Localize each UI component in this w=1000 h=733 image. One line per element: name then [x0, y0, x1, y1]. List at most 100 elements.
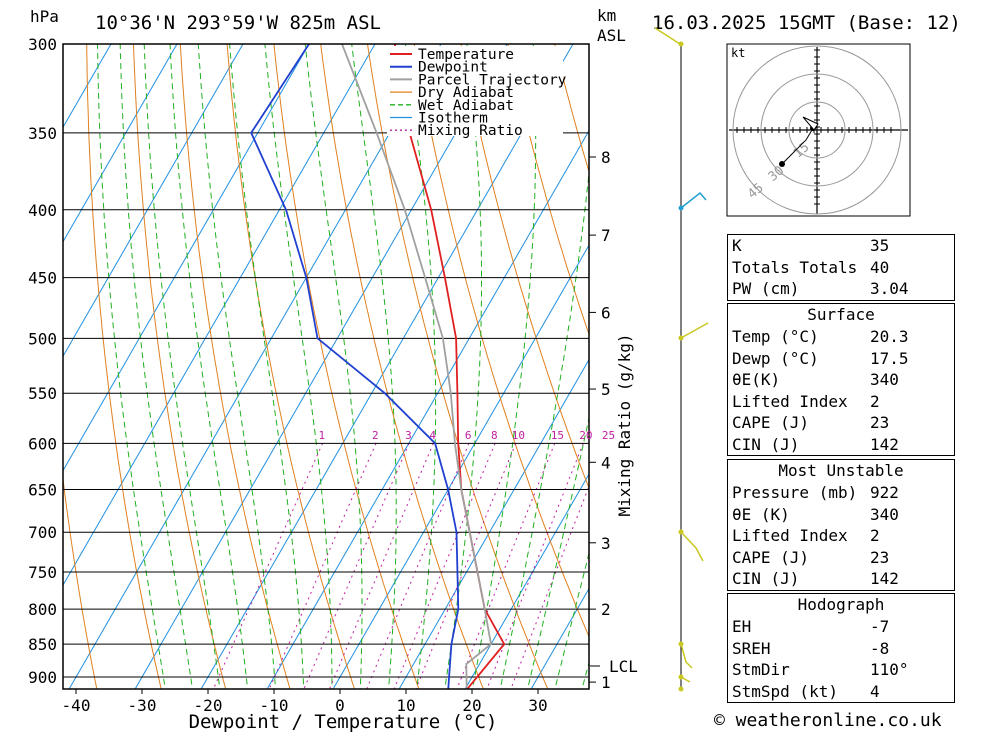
temperature-tick-labels: -40 -30 -20 -10 0 10 20 30: [62, 689, 548, 715]
isotherm-line: [63, 44, 244, 358]
isotherm-line: [266, 129, 589, 689]
pressure-tick-label: 550: [28, 384, 57, 403]
legend-label: Dry Adiabat: [418, 85, 514, 101]
isotherm-line: [134, 44, 508, 689]
mixing-ratio-line: [486, 443, 584, 689]
x-tick-label: -20: [194, 696, 223, 715]
dry-adiabat-line: [976, 44, 1000, 714]
mixing-ratio-label: 25: [602, 429, 615, 442]
isotherm-line: [63, 44, 178, 243]
datetime-title: 16.03.2025 15GMT (Base: 12): [652, 12, 961, 34]
most-unstable-table: Most Unstable Pressure (mb) 922 θE (K) 340…: [727, 459, 955, 591]
dry-adiabat-line: [320, 44, 484, 689]
pressure-tick-label: 800: [28, 600, 57, 619]
x-tick-label: -30: [128, 696, 157, 715]
wet-adiabat-line: [444, 44, 482, 689]
series-parcel-trajectory: [341, 44, 492, 689]
km-tick-label: 8: [601, 148, 611, 167]
legend-label: Wet Adiabat: [418, 98, 514, 114]
pressure-tick-label: 300: [28, 35, 57, 54]
wind-profile: [654, 27, 709, 692]
legend-label: Isotherm: [418, 111, 488, 127]
mixing-ratio-label: 1: [319, 429, 326, 442]
plot-frame: [62, 43, 590, 690]
mixing-ratio-line: [212, 443, 324, 689]
wet-adiabat-line: [97, 44, 166, 689]
dry-adiabat-line: [507, 44, 589, 336]
x-tick-label: -10: [260, 696, 289, 715]
mixing-ratio-line: [328, 443, 434, 689]
mixing-ratio-label: 2: [372, 429, 379, 442]
surface-title: Surface: [807, 305, 875, 324]
mixing-ratio-label: 20: [579, 429, 592, 442]
legend-label: Dewpoint: [418, 60, 488, 76]
series-dewpoint: [250, 44, 460, 689]
x-tick-label: -40: [62, 696, 91, 715]
mixing-ratio-label: 4: [429, 429, 436, 442]
pressure-tick-label: 750: [28, 563, 57, 582]
pressure-tick-label: 600: [28, 434, 57, 453]
profile-lines: [250, 44, 506, 689]
wet-adiabat-line: [499, 168, 589, 689]
km-tick-label: 1: [601, 673, 611, 692]
pressure-tick-labels: 300 350 400 450 500 550 600 650 700 750 800 850 900: [28, 35, 57, 687]
hodograph-table: Hodograph EH -7 SREH -8 StmDir 110° StmSpd …: [727, 593, 955, 703]
mixing-ratio-line: [303, 443, 410, 689]
isotherm-line: [398, 358, 589, 689]
mixing-ratio-label: 3: [405, 429, 412, 442]
isotherm-line: [464, 473, 589, 689]
mixing-ratio-line: [456, 443, 556, 689]
x-axis-title: Dewpoint / Temperature (°C): [189, 711, 498, 733]
legend-label: Parcel Trajectory: [418, 72, 567, 88]
pressure-tick-label: 500: [28, 329, 57, 348]
mixing-ratio-axis-title: Mixing Ratio (g/kg): [615, 333, 634, 516]
wet-adiabat-line: [229, 44, 305, 689]
km-tick-label: 7: [601, 226, 611, 245]
dry-adiabat-line: [413, 44, 589, 638]
km-tick-label: 6: [601, 303, 611, 322]
pressure-tick-label: 650: [28, 480, 57, 499]
most-unstable-title: Most Unstable: [778, 461, 904, 480]
series-temperature: [393, 44, 506, 689]
wet-adiabat-line: [351, 44, 397, 689]
wet-adiabat-line: [472, 44, 537, 689]
mixing-ratio-lines: [212, 443, 589, 689]
pressure-tick-label: 450: [28, 269, 57, 288]
pressure-tick-label: 900: [28, 668, 57, 687]
copyright-footer[interactable]: © weatheronline.co.uk: [714, 710, 942, 731]
hodograph: kt 45 30 15: [726, 43, 911, 217]
pressure-tick-label: 350: [28, 124, 57, 143]
pressure-tick-label: 400: [28, 201, 57, 220]
km-tick-label: 4: [601, 453, 611, 472]
hodograph-unit: kt: [731, 46, 745, 60]
dry-adiabat-line: [367, 44, 549, 689]
km-tick-label: 3: [601, 534, 611, 553]
isotherm-line: [63, 44, 376, 587]
legend-label: Mixing Ratio: [418, 123, 523, 139]
wet-adiabat-line: [264, 44, 333, 689]
isotherm-line: [530, 587, 589, 689]
pressure-tick-label: 850: [28, 635, 57, 654]
x-tick-label: 10: [396, 696, 415, 715]
x-tick-label: 0: [335, 696, 345, 715]
km-tick-label: 2: [601, 600, 611, 619]
pressure-tick-label: 700: [28, 523, 57, 542]
legend-label: Temperature: [418, 47, 514, 63]
mixing-ratio-labels: 1 2 3 4 6 8 10 15 20 25: [319, 429, 616, 442]
isotherm-line: [63, 44, 310, 472]
wet-adiabat-line: [405, 44, 437, 689]
x-tick-label: 20: [462, 696, 481, 715]
hodograph-title: Hodograph: [797, 595, 885, 614]
isotherm-line: [68, 44, 442, 689]
mixing-ratio-label: 15: [551, 429, 564, 442]
location-title: 10°36'N 293°59'W 825m ASL: [95, 12, 381, 34]
mixing-ratio-label: 6: [465, 429, 472, 442]
km-label: km: [597, 6, 616, 25]
dry-adiabat-line: [460, 44, 589, 490]
x-tick-label: 30: [528, 696, 547, 715]
dry-adiabat-line: [86, 44, 162, 689]
wet-adiabat-line: [143, 44, 221, 689]
indices-table: K 35 Totals Totals 40 PW (cm) 3.04: [727, 234, 955, 301]
